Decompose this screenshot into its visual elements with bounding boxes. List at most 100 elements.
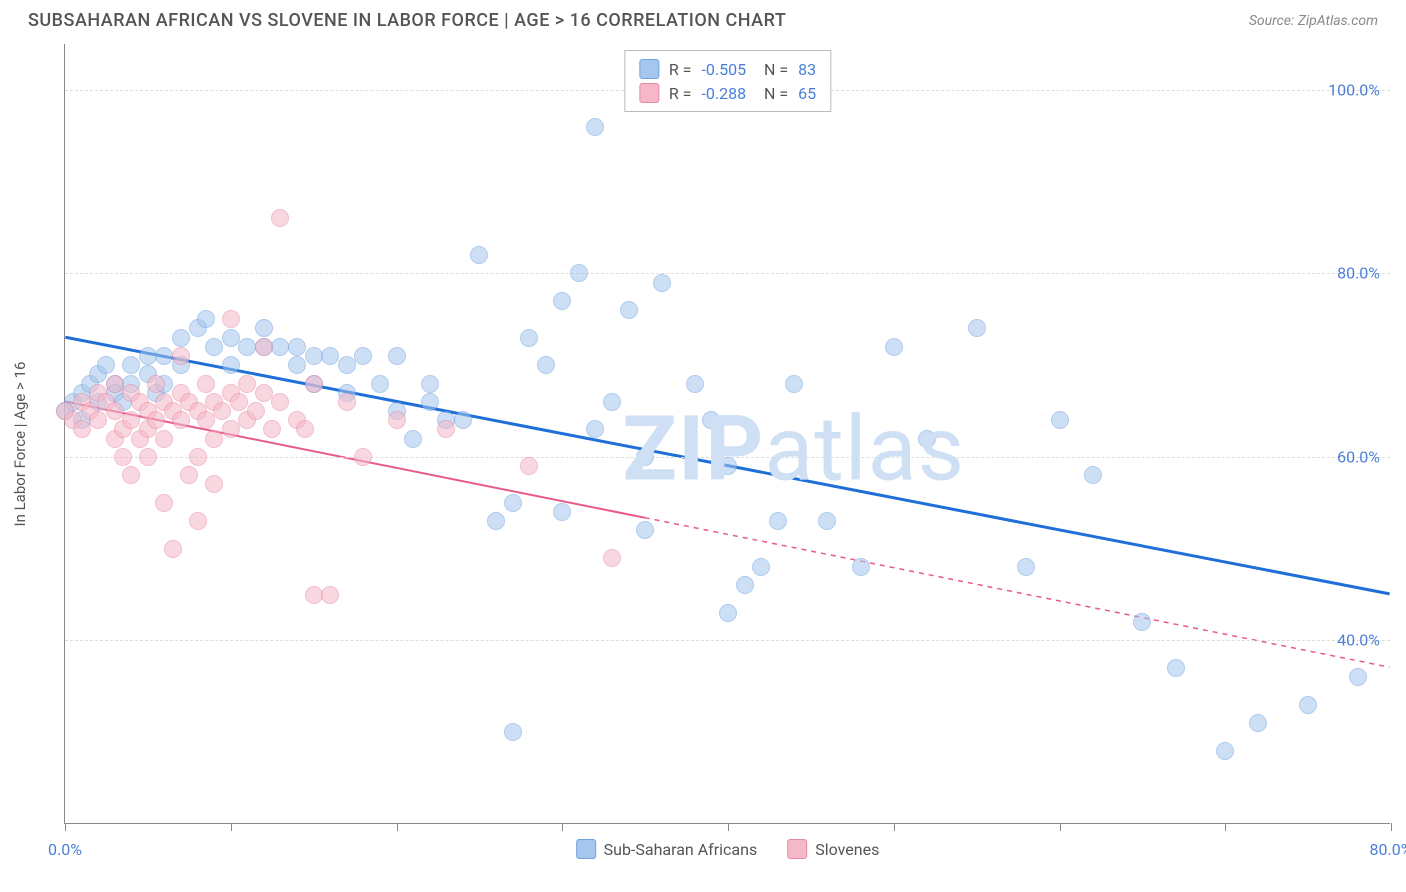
data-point: [1017, 558, 1035, 576]
data-point: [155, 494, 173, 512]
data-point: [338, 356, 356, 374]
data-point: [603, 549, 621, 567]
data-point: [321, 347, 339, 365]
data-point: [388, 347, 406, 365]
data-point: [752, 558, 770, 576]
data-point: [172, 411, 190, 429]
data-point: [114, 448, 132, 466]
data-point: [686, 375, 704, 393]
gridline: [65, 273, 1390, 274]
data-point: [1133, 613, 1151, 631]
data-point: [553, 503, 571, 521]
data-point: [213, 402, 231, 420]
legend-swatch: [639, 59, 659, 79]
y-tick-label: 60.0%: [1337, 447, 1380, 466]
data-point: [222, 356, 240, 374]
legend-swatch: [787, 839, 807, 859]
data-point: [238, 375, 256, 393]
data-point: [189, 448, 207, 466]
data-point: [586, 118, 604, 136]
data-point: [404, 430, 422, 448]
data-point: [255, 319, 273, 337]
gridline: [65, 640, 1390, 641]
x-tick: [65, 823, 66, 831]
correlation-legend: R = -0.505 N = 83R = -0.288 N = 65: [624, 50, 831, 112]
data-point: [421, 375, 439, 393]
y-axis-label: In Labor Force | Age > 16: [11, 362, 29, 527]
legend-series-label: Slovenes: [815, 840, 879, 859]
legend-r-label: R =: [669, 84, 692, 103]
data-point: [305, 375, 323, 393]
data-point: [155, 430, 173, 448]
data-point: [122, 411, 140, 429]
data-point: [818, 512, 836, 530]
data-point: [147, 375, 165, 393]
data-point: [1051, 411, 1069, 429]
chart-title: SUBSAHARAN AFRICAN VS SLOVENE IN LABOR F…: [28, 10, 786, 31]
data-point: [1084, 466, 1102, 484]
data-point: [296, 420, 314, 438]
data-point: [354, 347, 372, 365]
data-point: [271, 209, 289, 227]
legend-r-value: -0.505: [701, 60, 746, 79]
data-point: [321, 586, 339, 604]
data-point: [520, 457, 538, 475]
data-point: [553, 292, 571, 310]
legend-bottom-item: Slovenes: [787, 839, 879, 859]
chart-source: Source: ZipAtlas.com: [1249, 13, 1378, 29]
data-point: [97, 356, 115, 374]
data-point: [338, 393, 356, 411]
data-point: [139, 347, 157, 365]
data-point: [1299, 696, 1317, 714]
x-tick-label: 80.0%: [1370, 840, 1406, 859]
data-point: [197, 411, 215, 429]
data-point: [653, 274, 671, 292]
data-point: [1216, 742, 1234, 760]
data-point: [421, 393, 439, 411]
x-tick: [728, 823, 729, 831]
data-point: [487, 512, 505, 530]
data-point: [205, 430, 223, 448]
data-point: [180, 466, 198, 484]
data-point: [719, 457, 737, 475]
data-point: [288, 356, 306, 374]
data-point: [139, 448, 157, 466]
legend-n-label: N =: [756, 84, 788, 103]
x-tick: [562, 823, 563, 831]
legend-n-value: 83: [798, 60, 816, 79]
data-point: [785, 375, 803, 393]
data-point: [271, 338, 289, 356]
x-tick: [1391, 823, 1392, 831]
data-point: [504, 723, 522, 741]
legend-n-label: N =: [756, 60, 788, 79]
data-point: [437, 420, 455, 438]
data-point: [537, 356, 555, 374]
data-point: [736, 576, 754, 594]
data-point: [197, 375, 215, 393]
watermark: ZIPatlas: [622, 397, 965, 502]
data-point: [222, 329, 240, 347]
data-point: [570, 264, 588, 282]
data-point: [702, 411, 720, 429]
data-point: [122, 356, 140, 374]
legend-swatch: [639, 83, 659, 103]
data-point: [636, 521, 654, 539]
data-point: [504, 494, 522, 512]
legend-bottom-item: Sub-Saharan Africans: [576, 839, 758, 859]
data-point: [89, 411, 107, 429]
data-point: [354, 448, 372, 466]
trend-line-dashed: [645, 518, 1390, 667]
data-point: [454, 411, 472, 429]
x-tick-label: 0.0%: [48, 840, 82, 859]
data-point: [222, 420, 240, 438]
legend-n-value: 65: [798, 84, 816, 103]
data-point: [106, 375, 124, 393]
series-legend: Sub-Saharan Africans Slovenes: [576, 839, 880, 859]
data-point: [968, 319, 986, 337]
data-point: [255, 338, 273, 356]
data-point: [263, 420, 281, 438]
data-point: [620, 301, 638, 319]
data-point: [1349, 668, 1367, 686]
legend-r-value: -0.288: [701, 84, 746, 103]
data-point: [371, 375, 389, 393]
